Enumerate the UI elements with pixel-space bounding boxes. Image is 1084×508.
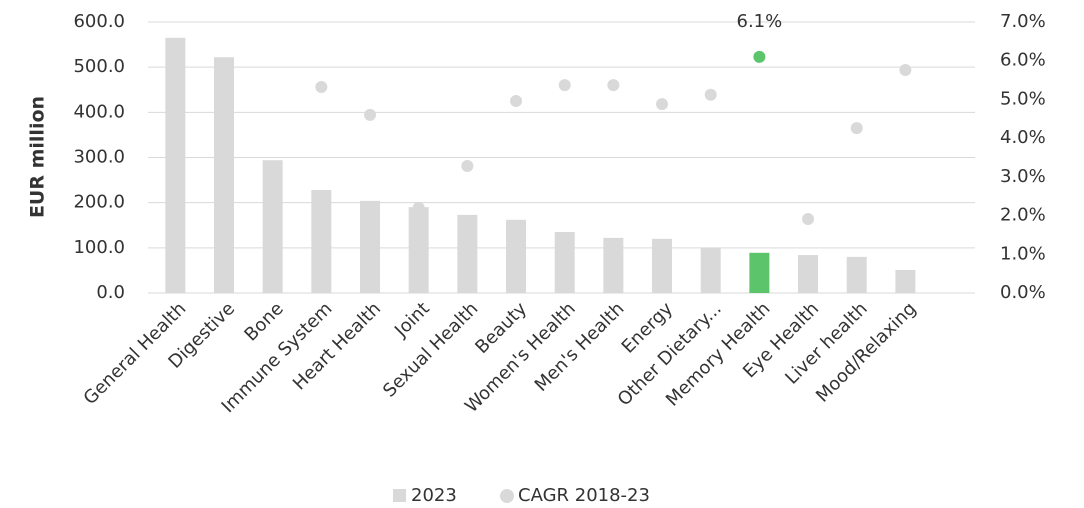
y-tick-label: 0.0 xyxy=(96,282,125,303)
legend-swatch xyxy=(500,489,514,503)
y-tick-label: 600.0 xyxy=(73,11,125,32)
bar xyxy=(457,214,478,293)
y2-tick-label: 5.0% xyxy=(1000,88,1046,109)
bar xyxy=(262,160,283,293)
bar xyxy=(603,237,624,293)
bar xyxy=(165,37,186,293)
bar xyxy=(895,269,916,293)
y-tick-label: 300.0 xyxy=(73,147,125,168)
bar xyxy=(360,200,381,293)
y2-tick-label: 1.0% xyxy=(1000,243,1046,264)
y-tick-label: 500.0 xyxy=(73,56,125,77)
bar xyxy=(652,238,673,293)
y2-tick-label: 6.0% xyxy=(1000,50,1046,71)
y2-tick-label: 4.0% xyxy=(1000,127,1046,148)
y-axis-label: EUR million xyxy=(27,96,49,218)
bar xyxy=(311,190,332,293)
bar xyxy=(846,256,867,293)
y2-tick-label: 2.0% xyxy=(1000,205,1046,226)
y-tick-label: 400.0 xyxy=(73,101,125,122)
data-label: 6.1% xyxy=(737,11,783,32)
scatter-point xyxy=(510,94,523,107)
scatter-point xyxy=(558,79,571,92)
scatter-point xyxy=(753,50,766,63)
scatter-point xyxy=(656,98,669,111)
scatter-point xyxy=(364,108,377,121)
legend-swatch xyxy=(393,489,406,502)
y-tick-label: 200.0 xyxy=(73,192,125,213)
x-tick-label: Heart Health xyxy=(289,298,385,394)
scatter-point xyxy=(412,201,425,214)
scatter-point xyxy=(315,81,328,94)
bar xyxy=(506,219,527,293)
bar xyxy=(554,232,575,293)
scatter-point xyxy=(607,79,620,92)
bar xyxy=(214,57,235,294)
bar xyxy=(798,255,819,293)
legend-label: CAGR 2018-23 xyxy=(518,485,650,506)
scatter-point xyxy=(704,88,717,101)
y2-tick-label: 3.0% xyxy=(1000,166,1046,187)
scatter-point xyxy=(461,160,474,173)
x-tick-label: Joint xyxy=(390,298,434,342)
y2-tick-label: 7.0% xyxy=(1000,11,1046,32)
scatter-point xyxy=(850,122,863,135)
scatter-point xyxy=(899,64,912,77)
y-tick-label: 100.0 xyxy=(73,237,125,258)
y2-tick-label: 0.0% xyxy=(1000,282,1046,303)
bar xyxy=(408,207,429,293)
bar xyxy=(749,252,770,293)
bar xyxy=(700,247,721,293)
legend-label: 2023 xyxy=(411,485,457,506)
scatter-point xyxy=(802,213,815,226)
